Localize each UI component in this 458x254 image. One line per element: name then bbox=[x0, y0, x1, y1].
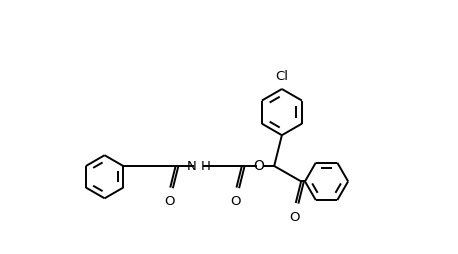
Text: H: H bbox=[200, 160, 210, 172]
Text: O: O bbox=[164, 195, 174, 208]
Text: O: O bbox=[290, 211, 300, 224]
Text: O: O bbox=[253, 159, 264, 173]
Text: Cl: Cl bbox=[275, 70, 289, 83]
Text: N: N bbox=[187, 160, 196, 172]
Text: O: O bbox=[230, 195, 241, 208]
